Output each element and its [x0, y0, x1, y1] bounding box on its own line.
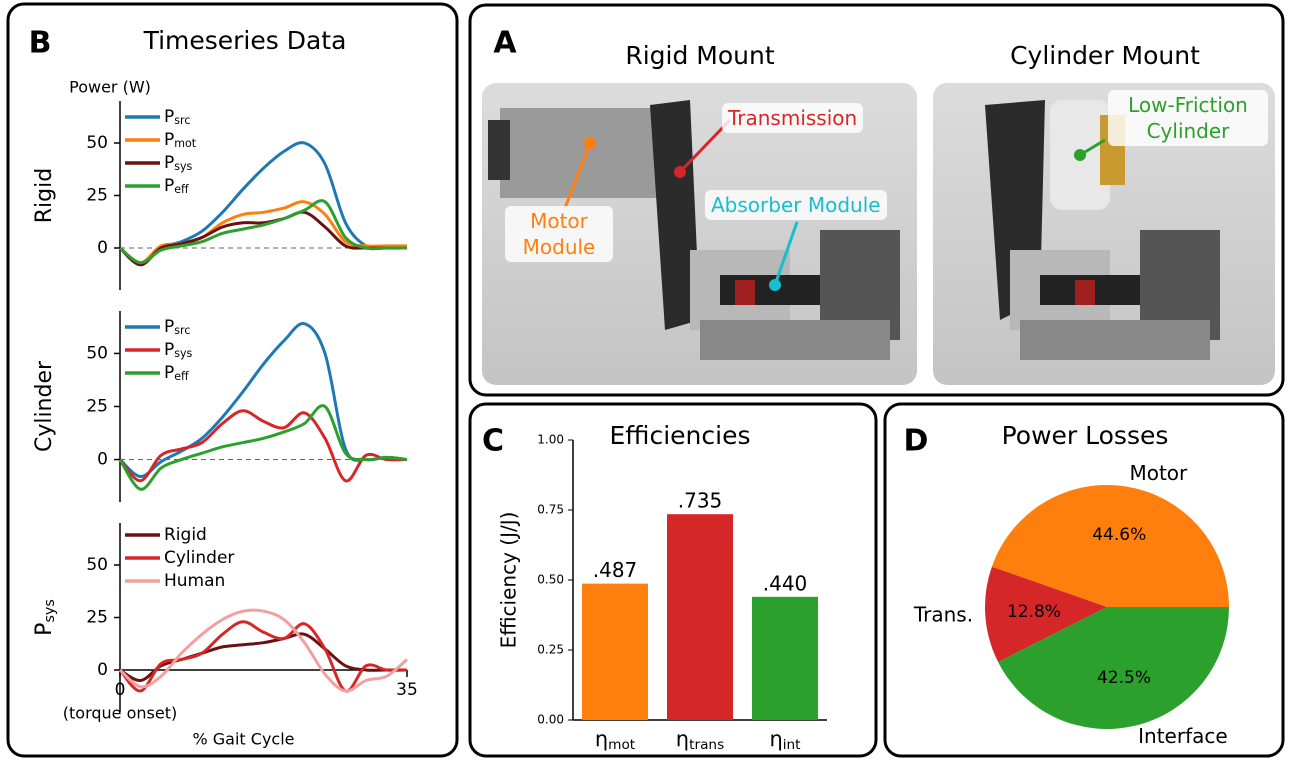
y-tick-label: 25 — [86, 397, 108, 417]
panel-title: Timeseries Data — [143, 26, 347, 55]
annotation: Absorber Module — [705, 190, 887, 220]
panel-title: Cylinder Mount — [1010, 41, 1200, 70]
legend-label: Human — [164, 571, 225, 591]
y-axis-label: Rigid — [32, 168, 57, 223]
y-axis-label: Cylinder — [32, 360, 57, 452]
legend-label: Peff — [164, 176, 189, 196]
chart-title: Efficiencies — [610, 421, 751, 450]
legend-label: Cylinder — [164, 548, 234, 568]
panel-letter: D — [904, 424, 929, 459]
y-tick-label: 0 — [97, 238, 108, 258]
legend-label: Psys — [164, 153, 193, 173]
panel-title: Rigid Mount — [625, 41, 775, 70]
annotation: Transmission — [722, 103, 863, 133]
y-tick-label: 50 — [86, 555, 108, 575]
line-series — [120, 610, 407, 691]
y-tick-label: 0.75 — [537, 503, 564, 517]
y-tick-label: 0.00 — [537, 713, 564, 727]
legend-label: Psrc — [164, 317, 190, 337]
line-series — [120, 201, 407, 263]
legend-label: Pmot — [164, 130, 197, 150]
line-series — [120, 202, 407, 263]
y-tick-label: 0.50 — [537, 573, 564, 587]
y-axis-unit: Power (W) — [69, 78, 151, 97]
y-axis-label: Psys — [32, 599, 58, 636]
figure: B A C D Timeseries Data Rigid Mount Cyli… — [0, 0, 1289, 760]
panel-letter: A — [493, 26, 517, 61]
x-tick-label: ηmot — [595, 727, 636, 753]
bar — [582, 584, 648, 720]
panel-frame — [8, 4, 457, 756]
y-tick-label: 0 — [97, 450, 108, 470]
x-axis-label: % Gait Cycle — [192, 730, 294, 749]
legend-label: Rigid — [164, 525, 207, 545]
x-tick-label: ηtrans — [676, 727, 724, 753]
y-axis-label: Efficiency (J/J) — [497, 512, 521, 649]
line-series — [120, 406, 407, 490]
bar — [667, 514, 733, 720]
line-series — [120, 212, 407, 265]
y-tick-label: 50 — [86, 133, 108, 153]
slice-label: Motor — [1129, 461, 1188, 485]
value-label: .735 — [678, 489, 723, 513]
slice-label: Trans. — [913, 602, 973, 626]
value-label: .487 — [593, 558, 638, 582]
annotation: Low-Friction Cylinder — [1108, 90, 1268, 146]
panel-letter: C — [482, 424, 504, 459]
y-tick-label: 0 — [97, 660, 108, 680]
chart: B A C D Timeseries Data Rigid Mount Cyli… — [0, 0, 1289, 760]
y-tick-label: 25 — [86, 186, 108, 206]
value-label: 44.6% — [1092, 525, 1146, 545]
legend-label: Psys — [164, 340, 193, 360]
value-label: .440 — [763, 571, 808, 595]
annotation: Motor Module — [505, 206, 613, 262]
x-tick-label: ηint — [769, 727, 801, 753]
value-label: 12.8% — [1007, 602, 1061, 622]
annotation: (torque onset) — [63, 704, 177, 723]
y-tick-label: 25 — [86, 608, 108, 628]
bar — [752, 597, 818, 720]
legend-label: Psrc — [164, 107, 190, 127]
chart-title: Power Losses — [1002, 421, 1169, 450]
line-series — [120, 411, 407, 481]
x-tick-label: 35 — [396, 680, 418, 700]
x-tick-label: 0 — [115, 680, 126, 700]
panel-letter: B — [29, 26, 52, 61]
y-tick-label: 50 — [86, 343, 108, 363]
y-tick-label: 1.00 — [537, 433, 564, 447]
value-label: 42.5% — [1097, 668, 1151, 688]
legend-label: Peff — [164, 363, 189, 383]
slice-label: Interface — [1138, 724, 1228, 748]
y-tick-label: 0.25 — [537, 643, 564, 657]
